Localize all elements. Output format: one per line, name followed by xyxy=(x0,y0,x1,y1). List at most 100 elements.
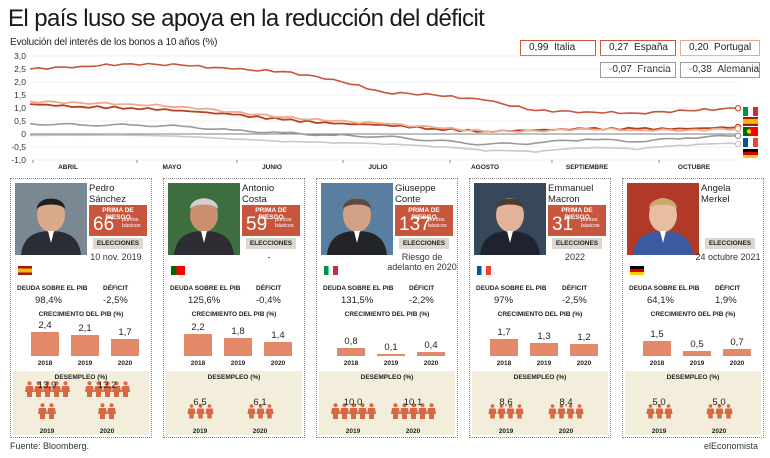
unemployment-area xyxy=(319,371,455,435)
risk-premium-box: PRIMA DE RIESGO 59 puntos básicos xyxy=(242,205,300,236)
country-panel: Giuseppe Conte PRIMA DE RIESGO 137 puntos b… xyxy=(316,178,458,438)
person-icon xyxy=(575,404,584,423)
spain-flag-icon xyxy=(743,117,758,126)
growth-bar xyxy=(71,335,99,356)
growth-value: 0,4 xyxy=(424,340,438,351)
series-line-portugal xyxy=(29,100,739,133)
growth-value: 0,7 xyxy=(730,337,744,348)
growth-value: 1,4 xyxy=(271,330,285,341)
growth-year: 2020 xyxy=(576,360,592,367)
unemployment-year: 2020 xyxy=(405,428,421,435)
leader-photo xyxy=(627,183,699,255)
person-icon xyxy=(399,403,409,424)
y-tick-label: 3,0 xyxy=(14,51,26,61)
risk-premium-value: 66 xyxy=(93,214,115,235)
series-line-italia xyxy=(29,62,739,115)
growth-value: 1,5 xyxy=(650,329,664,340)
debt-label: DEUDA SOBRE EL PIB xyxy=(629,285,700,292)
unemployment-pictogram xyxy=(83,381,131,425)
elections-tag: ELECCIONES xyxy=(705,238,755,249)
elections-tag: ELECCIONES xyxy=(552,238,602,249)
growth-bar xyxy=(111,339,139,356)
unemployment-year: 2020 xyxy=(711,428,727,435)
person-icon xyxy=(390,403,400,424)
leader-name: Emmanuel Macron xyxy=(548,183,594,205)
risk-premium-label: PRIMA DE RIESGO xyxy=(255,207,287,221)
person-icon xyxy=(645,404,655,423)
growth-bar xyxy=(490,339,518,356)
pt-flag-icon xyxy=(171,266,185,275)
legend-italia-value: 0,99 xyxy=(529,42,549,53)
page-title: El país luso se apoya en la reducción de… xyxy=(8,5,485,32)
fr-flag-icon xyxy=(477,266,491,275)
unemployment-heading: DESEMPLEO (%) xyxy=(207,374,261,381)
person-icon xyxy=(107,403,116,424)
person-icon xyxy=(42,381,52,402)
growth-value: 0,8 xyxy=(344,336,358,347)
growth-value: 0,5 xyxy=(690,339,704,350)
debt-label: DEUDA SOBRE EL PIB xyxy=(323,285,394,292)
person-icon xyxy=(339,403,349,424)
unemployment-year: 2019 xyxy=(39,428,55,435)
growth-heading: CRECIMIENTO DEL PIB (%) xyxy=(344,311,430,318)
unemployment-area xyxy=(166,371,302,435)
country-panel: Angela Merkel ELECCIONES 24 octubre 2021 DE… xyxy=(622,178,764,438)
unemployment-value: 10,1 xyxy=(403,397,423,408)
leader-photo xyxy=(321,183,393,255)
legend-italia: 0,99 Italia xyxy=(520,40,596,56)
unemployment-pictogram xyxy=(329,391,377,425)
y-tick-label: -0,5 xyxy=(11,142,26,152)
person-icon xyxy=(51,381,61,402)
country-panel: Emmanuel Macron PRIMA DE RIESGO 31 puntos b… xyxy=(469,178,611,438)
unemployment-year: 2020 xyxy=(558,428,574,435)
growth-value: 1,7 xyxy=(118,327,132,338)
unemployment-value: 5,0 xyxy=(712,397,726,408)
growth-year: 2019 xyxy=(689,360,705,367)
growth-bar xyxy=(264,342,292,356)
deficit-label: DÉFICIT xyxy=(715,285,741,292)
legend-espana-name: España xyxy=(634,42,668,53)
debt-label: DEUDA SOBRE EL PIB xyxy=(476,285,547,292)
elections-tag: ELECCIONES xyxy=(399,238,449,249)
unemployment-value: 8,6 xyxy=(499,397,513,408)
leader-name: Antonio Costa xyxy=(242,183,275,205)
person-icon xyxy=(204,404,214,423)
leader-name: Giuseppe Conte xyxy=(395,183,436,205)
it-flag-icon xyxy=(324,266,338,275)
person-icon xyxy=(497,404,506,423)
person-icon xyxy=(24,381,34,402)
person-icon xyxy=(84,381,94,402)
growth-year: 2018 xyxy=(190,360,206,367)
debt-label: DEUDA SOBRE EL PIB xyxy=(17,285,88,292)
person-icon xyxy=(566,404,575,423)
y-tick-label: 2,5 xyxy=(14,64,26,74)
growth-value: 2,1 xyxy=(78,323,92,334)
person-icon xyxy=(557,404,566,423)
risk-premium-label: PRIMA DE RIESGO xyxy=(408,207,440,221)
unemployment-pictogram xyxy=(23,381,71,425)
person-icon xyxy=(488,404,497,423)
person-icon xyxy=(548,404,557,423)
x-tick-label: AGOSTO xyxy=(471,164,499,171)
germany-flag-icon xyxy=(743,149,758,158)
risk-premium-box: PRIMA DE RIESGO 31 puntos básicos xyxy=(548,205,606,236)
risk-premium-units: puntos básicos xyxy=(122,217,141,229)
risk-premium-label: PRIMA DE RIESGO xyxy=(102,207,134,221)
legend-espana-value: 0,27 xyxy=(609,42,629,53)
legend-alemania-name: Alemania xyxy=(717,64,760,75)
legend-portugal-name: Portugal xyxy=(714,42,752,53)
growth-value: 2,4 xyxy=(38,320,52,331)
country-panel: Pedro Sánchez PRIMA DE RIESGO 66 puntos bás… xyxy=(10,178,152,438)
unemployment-pictogram xyxy=(635,391,683,425)
unemployment-heading: DESEMPLEO (%) xyxy=(513,374,567,381)
chart-subtitle: Evolución del interés de los bonos a 10 … xyxy=(10,37,218,48)
italy-flag-icon xyxy=(743,107,758,116)
growth-year: 2019 xyxy=(536,360,552,367)
growth-value: 1,8 xyxy=(231,326,245,337)
unemployment-value: 13,9 xyxy=(37,380,57,391)
deficit-value: -0,4% xyxy=(256,295,281,306)
elections-value: 24 octubre 2021 xyxy=(695,252,761,262)
growth-heading: CRECIMIENTO DEL PIB (%) xyxy=(497,311,583,318)
growth-bar xyxy=(530,343,558,356)
growth-value: 1,7 xyxy=(497,327,511,338)
